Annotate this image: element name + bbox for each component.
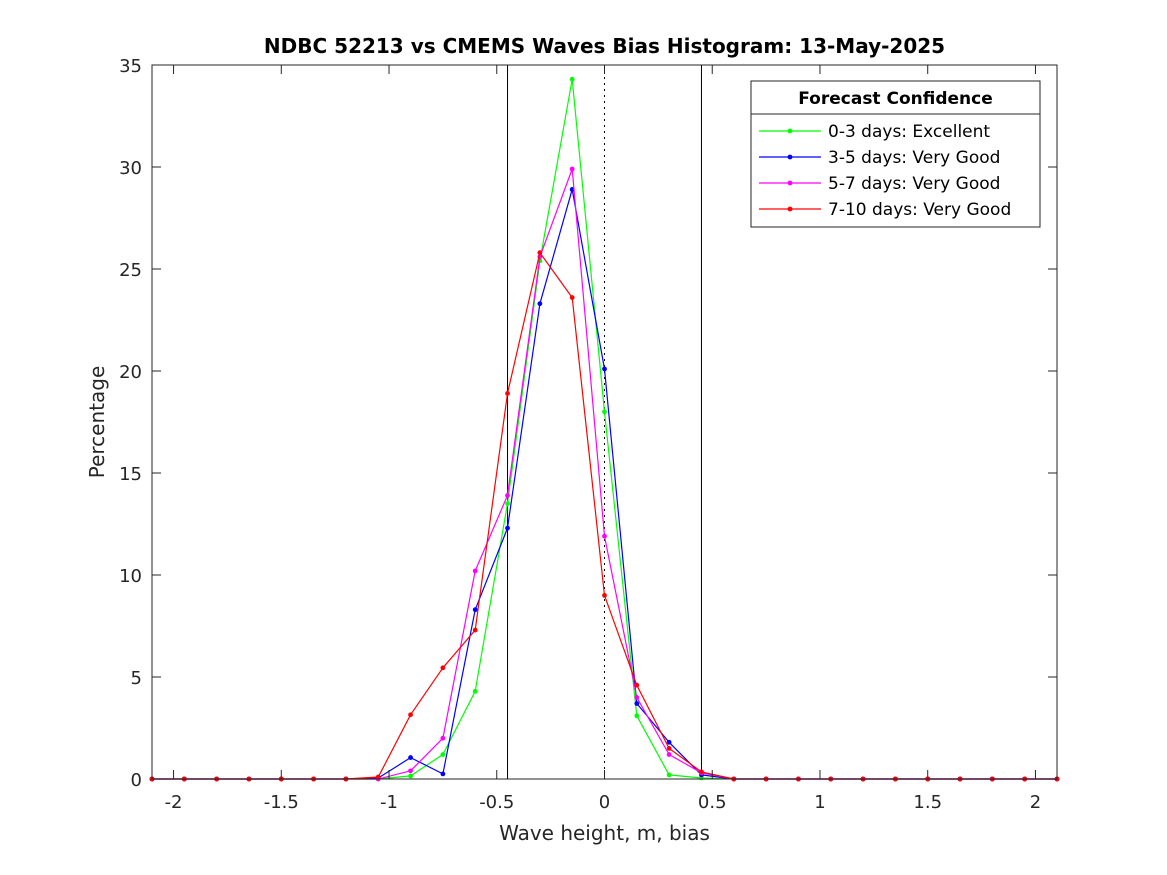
legend-label: 0-3 days: Excellent — [828, 122, 990, 142]
data-point — [602, 533, 607, 539]
data-point — [440, 752, 446, 757]
x-axis-label: Wave height, m, bias — [499, 821, 710, 845]
y-axis-label: Percentage — [85, 366, 109, 479]
legend-swatch-marker — [787, 154, 793, 160]
data-point — [472, 568, 478, 574]
data-point — [634, 701, 640, 706]
x-tick-label: -1 — [380, 792, 398, 813]
data-point — [375, 774, 381, 780]
chart-title: NDBC 52213 vs CMEMS Waves Bias Histogram… — [264, 34, 945, 58]
y-tick-label: 20 — [119, 362, 142, 383]
data-point — [569, 166, 575, 172]
data-point — [505, 493, 510, 498]
legend-swatch-marker — [787, 206, 793, 212]
data-point — [505, 501, 510, 506]
legend-item: 0-3 days: Excellent — [759, 122, 990, 142]
data-point — [666, 752, 672, 757]
data-point — [666, 772, 672, 778]
data-point — [472, 627, 478, 633]
x-tick-label: 0 — [599, 792, 610, 813]
data-point — [472, 607, 478, 613]
x-tick-label: 1.5 — [913, 792, 942, 813]
legend-label: 7-10 days: Very Good — [828, 200, 1011, 220]
legend-item: 7-10 days: Very Good — [759, 200, 1011, 220]
x-axis-ticks: -2 -1.5 -1 -0.5 0 0.5 1 1.5 2 — [165, 65, 1041, 813]
data-point — [440, 771, 446, 777]
data-point — [602, 593, 607, 598]
legend-item: 3-5 days: Very Good — [759, 148, 1000, 168]
data-point — [569, 295, 575, 300]
y-tick-label: 25 — [119, 260, 142, 281]
y-tick-label: 10 — [119, 566, 142, 587]
legend-swatch-marker — [787, 128, 793, 134]
data-point — [408, 773, 413, 779]
legend: Forecast Confidence 0-3 days: Excellent 3… — [750, 80, 1041, 228]
data-point — [505, 525, 510, 531]
data-point — [408, 755, 413, 760]
data-point — [634, 713, 640, 719]
data-point — [440, 665, 446, 671]
x-tick-label: -1.5 — [264, 792, 299, 813]
legend-label: 3-5 days: Very Good — [828, 148, 1000, 168]
data-point — [408, 768, 413, 774]
data-point — [472, 688, 478, 694]
data-point — [699, 769, 704, 775]
x-tick-label: 1 — [814, 792, 825, 813]
x-tick-label: 2 — [1030, 792, 1041, 813]
y-tick-label: 15 — [119, 464, 142, 485]
data-point — [569, 76, 575, 82]
y-axis-ticks: 0 5 10 15 20 25 30 35 — [119, 56, 1057, 791]
data-point — [602, 366, 607, 372]
legend-box — [750, 80, 1041, 228]
data-point — [537, 301, 543, 307]
y-tick-label: 5 — [131, 668, 142, 689]
y-tick-label: 30 — [119, 158, 142, 179]
legend-title: Forecast Confidence — [798, 89, 993, 109]
legend-label: 5-7 days: Very Good — [828, 174, 1000, 194]
data-point — [634, 695, 640, 700]
legend-item: 5-7 days: Very Good — [759, 174, 1000, 194]
reference-lines — [507, 65, 702, 779]
data-point — [505, 391, 510, 396]
x-tick-label: -2 — [165, 792, 183, 813]
y-tick-label: 0 — [131, 770, 142, 791]
data-point — [634, 682, 640, 688]
data-point — [666, 746, 672, 751]
data-point — [666, 739, 672, 745]
legend-swatch-marker — [787, 180, 793, 186]
data-point — [602, 409, 607, 415]
legend-items: 0-3 days: Excellent 3-5 days: Very Good 5-… — [759, 122, 1011, 220]
data-point — [440, 735, 446, 741]
x-tick-label: 0.5 — [698, 792, 727, 813]
data-point — [408, 712, 413, 718]
data-point — [537, 250, 543, 256]
y-tick-label: 35 — [119, 56, 142, 77]
x-tick-label: -0.5 — [479, 792, 514, 813]
